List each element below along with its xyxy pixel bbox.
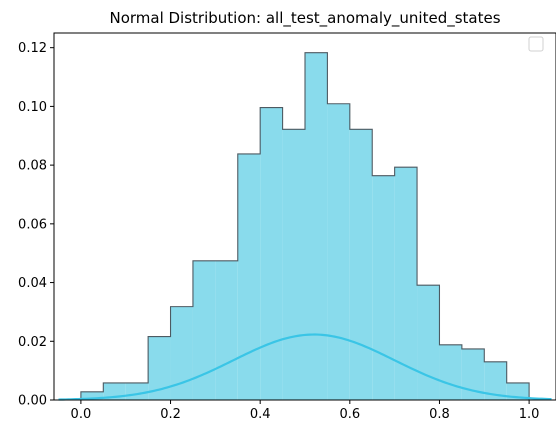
chart-title: Normal Distribution: all_test_anomaly_un… [109,9,500,28]
y-tick-label: 0.06 [18,217,47,232]
y-tick-label: 0.00 [18,394,47,409]
histogram-bars [80,52,530,401]
histogram-bar [80,391,104,400]
y-tick-label: 0.02 [18,335,47,350]
histogram-bar [372,175,395,400]
x-tick-label: 0.8 [429,407,450,422]
x-tick-label: 0.6 [339,407,360,422]
histogram-bar [125,382,149,400]
histogram-bar [192,260,216,400]
histogram-bar [417,285,440,400]
histogram-bar [439,344,462,400]
histogram-bar [237,153,261,400]
histogram-bar [461,348,485,400]
histogram-bar [170,306,193,400]
histogram-bar [327,103,350,400]
histogram-bar [484,361,507,400]
y-tick-label: 0.10 [18,100,47,115]
histogram-bar [282,129,305,401]
y-tick-label: 0.12 [18,41,47,56]
y-tick-label: 0.08 [18,159,47,174]
histogram-bar [215,260,238,400]
plot-frame [53,32,556,401]
x-tick-label: 0.2 [160,407,181,422]
histogram-bar [305,52,328,400]
histogram-bar [349,129,373,401]
x-tick-label: 1.0 [519,407,540,422]
histogram-bar [394,167,418,400]
y-axis: 0.00 0.02 0.04 0.06 0.08 0.10 0.12 [18,41,54,409]
y-tick-label: 0.04 [18,276,47,291]
histogram-outline [80,52,530,400]
normal-curve-line [58,333,552,401]
x-tick-label: 0.0 [71,407,92,422]
legend-box [528,36,544,52]
x-axis: 0.0 0.2 0.4 0.6 0.8 1.0 [71,400,540,422]
histogram-bar [148,336,171,400]
x-tick-label: 0.4 [250,407,271,422]
histogram-bar [260,107,283,400]
